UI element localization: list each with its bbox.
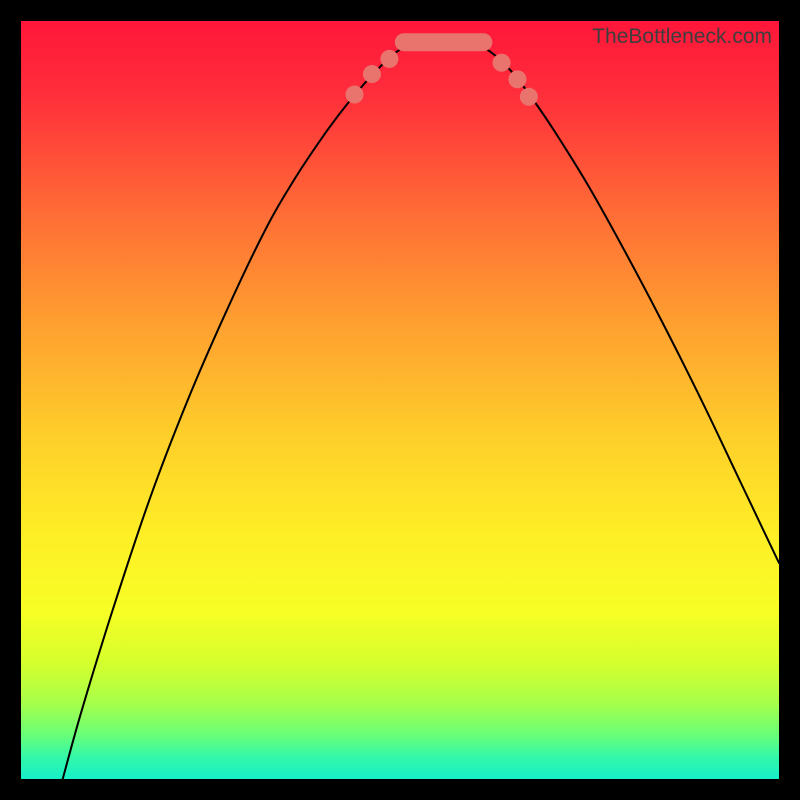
chart-stage: TheBottleneck.com bbox=[0, 0, 800, 800]
plot-frame: TheBottleneck.com bbox=[21, 21, 779, 779]
bottleneck-gradient-background bbox=[21, 21, 779, 779]
